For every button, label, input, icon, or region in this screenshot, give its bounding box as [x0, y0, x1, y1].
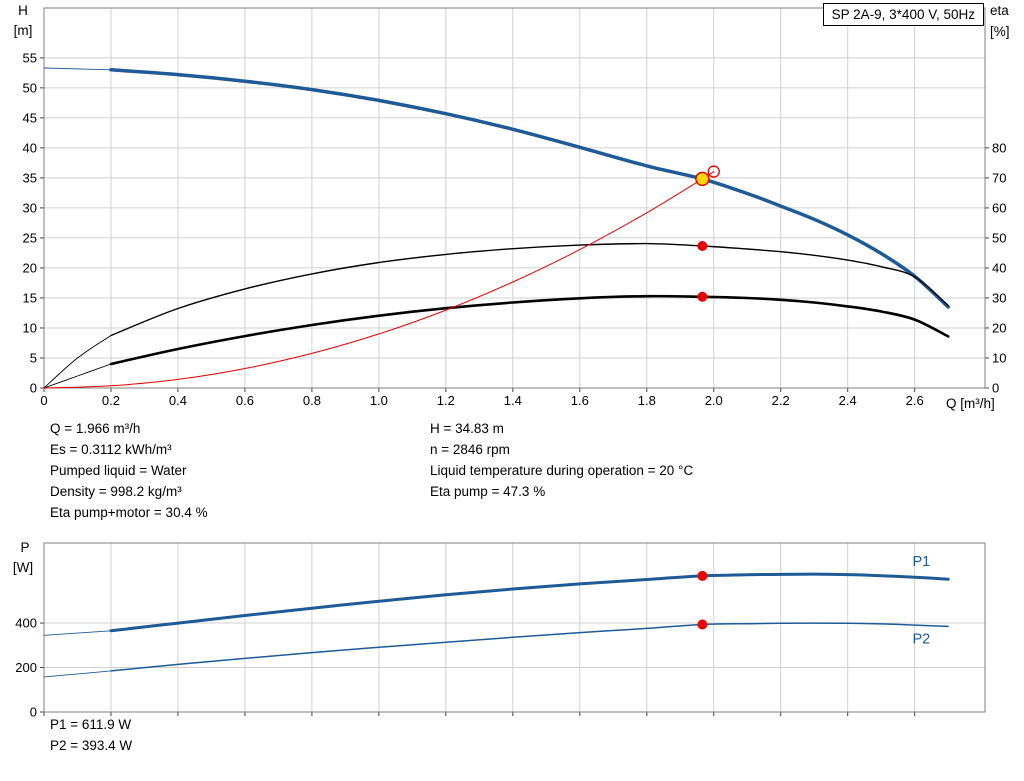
y-tick-label: 10: [23, 320, 37, 335]
power-chart: 0 200 400 P1 P2: [15, 542, 986, 720]
y-tick-label: 15: [23, 290, 37, 305]
eta-tick-label: 30: [992, 290, 1006, 305]
x-tick-label: 0.8: [303, 393, 321, 408]
requested-duty-point: [707, 165, 720, 178]
y-tick-label: 0: [30, 705, 37, 720]
operating-data-left: Q = 1.966 m³/h Es = 0.3112 kWh/m³ Pumped l…: [50, 418, 208, 523]
y-tick-label: 40: [23, 140, 37, 155]
p-axis-unit: [W]: [12, 560, 34, 575]
eta-pump-curve-lead: [43, 335, 112, 389]
info-line: P2 = 393.4 W: [50, 738, 133, 753]
eta-pump-point: [697, 241, 708, 252]
p2-curve-lead: [43, 670, 112, 678]
y-tick-label: 25: [23, 230, 37, 245]
eta-tick-label: 60: [992, 200, 1006, 215]
p1-curve-lead: [43, 630, 112, 636]
eta-tick-label: 0: [992, 381, 999, 396]
eta-tick-label: 10: [992, 350, 1006, 365]
eta-axis-title: eta: [990, 3, 1009, 18]
p-axis-title: P: [20, 540, 30, 555]
eta-axis-unit: [%]: [990, 24, 1010, 39]
p2-curve-label: P2: [912, 632, 930, 648]
info-line: Density = 998.2 kg/m³: [50, 484, 182, 499]
info-line: Eta pump+motor = 30.4 %: [50, 505, 208, 520]
info-line: P1 = 611.9 W: [50, 717, 132, 732]
x-tick-label: 1.0: [370, 393, 388, 408]
eta-tick-label: 50: [992, 230, 1006, 245]
x-tick-label: 0.4: [169, 393, 187, 408]
x-tick-label: 0: [40, 393, 47, 408]
y-tick-label: 45: [23, 110, 37, 125]
hq-curve: [109, 68, 950, 309]
x-tick-label: 0.6: [236, 393, 254, 408]
eta-tick-label: 80: [992, 140, 1006, 155]
x-tick-label: 1.2: [437, 393, 455, 408]
info-line: Liquid temperature during operation = 20…: [430, 463, 694, 478]
eta-tick-label: 20: [992, 320, 1006, 335]
y-tick-label: 30: [23, 200, 37, 215]
y-tick-label: 55: [23, 50, 37, 65]
plot-frame: [43, 542, 986, 713]
x-tick-label: 1.4: [504, 393, 522, 408]
eta-pump-motor-curve-lead: [43, 363, 112, 389]
p2-curve: [110, 622, 949, 672]
y-tick-label: 400: [15, 616, 37, 631]
x-tick-label: 1.6: [571, 393, 589, 408]
h-axis-title: H: [18, 3, 28, 18]
p1-curve-label: P1: [912, 554, 930, 570]
hq-curve-lead: [43, 67, 112, 71]
pump-title-box: SP 2A-9, 3*400 V, 50Hz: [822, 3, 984, 26]
y-tick-label: 50: [23, 80, 37, 95]
x-tick-label: 2.0: [705, 393, 723, 408]
p2-point: [697, 619, 708, 630]
x-tick-label: 0.2: [102, 393, 120, 408]
eta-tick-label: 40: [992, 260, 1006, 275]
x-tick-label: 2.4: [839, 393, 857, 408]
y-tick-label: 5: [30, 350, 37, 365]
hq-eta-chart: 0 0.2 0.4 0.6 0.8 1.0 1.2 1.4 1.6 1.8 2.0 2.2 2.4 2.6…: [23, 7, 1006, 408]
x-tick-label: 2.6: [906, 393, 924, 408]
operating-data-right: H = 34.83 m n = 2846 rpm Liquid temperatur…: [430, 418, 693, 502]
info-line: n = 2846 rpm: [430, 442, 510, 457]
y-tick-label: 200: [15, 660, 37, 675]
y-tick-label: 35: [23, 170, 37, 185]
y-tick-label: 20: [23, 260, 37, 275]
q-axis-title: Q [m³/h]: [946, 396, 995, 411]
duty-point[interactable]: [695, 171, 710, 187]
x-tick-label: 1.8: [638, 393, 656, 408]
info-line: Pumped liquid = Water: [50, 463, 187, 478]
eta-pump-curve: [110, 242, 949, 337]
h-axis-unit: [m]: [13, 23, 33, 38]
info-line: Eta pump = 47.3 %: [430, 484, 546, 499]
power-values: P1 = 611.9 W P2 = 393.4 W: [50, 714, 132, 756]
system-curve: [43, 171, 715, 389]
info-line: H = 34.83 m: [430, 421, 504, 436]
p1-curve: [109, 572, 950, 633]
eta-tick-label: 70: [992, 170, 1006, 185]
eta-pump-motor-point: [697, 291, 708, 302]
y-tick-label: 0: [30, 381, 37, 396]
p1-point: [697, 570, 708, 581]
plot-frame: [43, 7, 986, 389]
info-line: Es = 0.3112 kWh/m³: [50, 442, 172, 457]
info-line: Q = 1.966 m³/h: [50, 421, 141, 436]
eta-pump-motor-curve: [109, 294, 950, 366]
x-tick-label: 2.2: [772, 393, 790, 408]
